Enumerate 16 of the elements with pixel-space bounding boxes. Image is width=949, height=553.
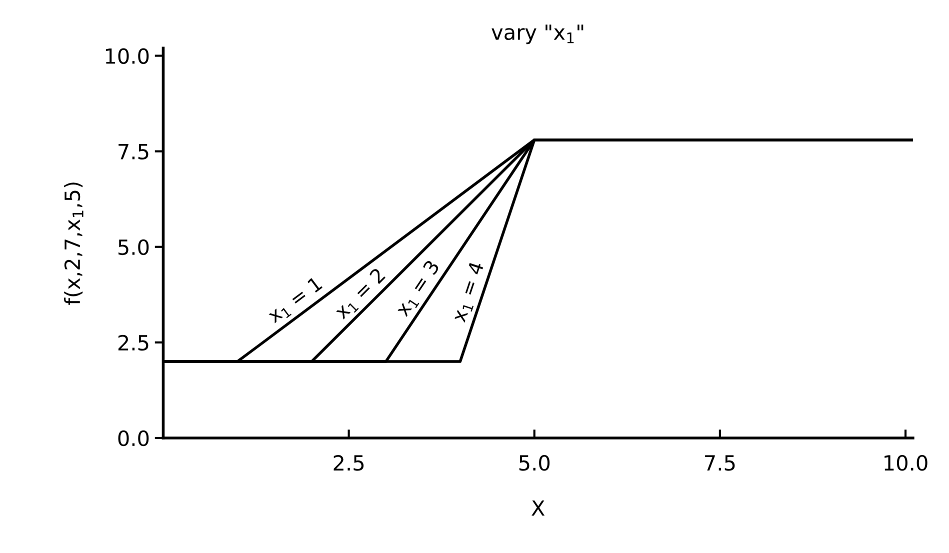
y-tick-label: 2.5 — [118, 334, 148, 351]
annotation: x$_{1}$ = 1 — [266, 276, 324, 326]
annotation: x$_{1}$ = 3 — [394, 259, 442, 319]
chart-title: vary "x$_{1}$" — [492, 24, 584, 44]
annotation: x$_{1}$ = 2 — [333, 267, 388, 322]
y-tick-label: 0.0 — [118, 430, 149, 446]
y-tick-label: 5.0 — [118, 239, 149, 256]
x-axis-title: X — [532, 500, 545, 516]
x-tick-label: 2.5 — [334, 455, 364, 471]
y-tick-label: 10.0 — [106, 48, 149, 64]
y-tick-label: 7.5 — [118, 144, 148, 160]
x-tick-label: 10.0 — [884, 455, 928, 471]
y-axis-title: f(x,2,7,x$_{1}$,5) — [64, 182, 84, 305]
x-tick-label: 5.0 — [519, 455, 550, 471]
annotation: x$_{1}$ = 4 — [451, 261, 487, 324]
x-tick-label: 7.5 — [705, 455, 735, 471]
